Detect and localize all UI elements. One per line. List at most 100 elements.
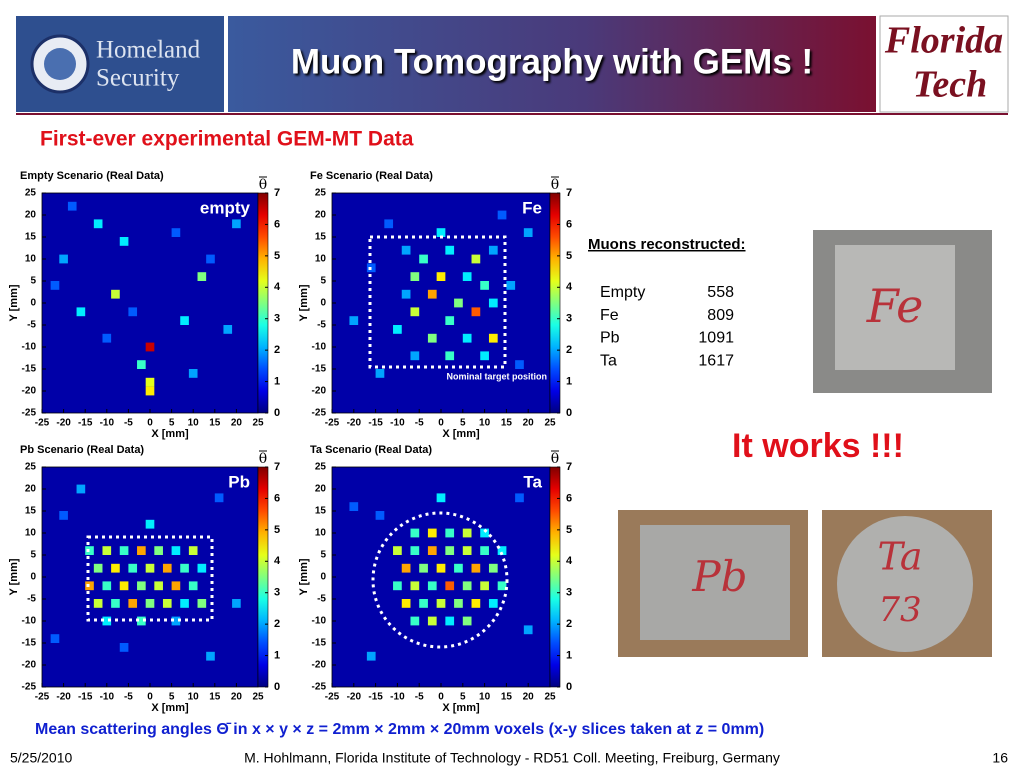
cell (111, 563, 120, 573)
x-tick-label: 10 (479, 692, 491, 703)
cell (410, 307, 420, 317)
cell (427, 616, 437, 626)
y-tick-label: -15 (312, 638, 327, 649)
colorbar-tick-label: 0 (274, 407, 280, 419)
cell (436, 599, 446, 608)
cell (50, 281, 60, 290)
colorbar-tick-label: 1 (566, 375, 572, 387)
x-axis-label: X [mm] (442, 702, 480, 714)
cell (523, 228, 533, 237)
cell (488, 563, 498, 573)
x-tick-label: -5 (415, 692, 424, 703)
cell (515, 360, 524, 369)
cell (471, 599, 481, 608)
row-name: Pb (600, 330, 620, 347)
cell (232, 599, 241, 608)
photo-disc (837, 516, 973, 652)
cell (197, 599, 207, 608)
row-count: 558 (707, 284, 734, 301)
colorbar-tick-label: 3 (566, 313, 572, 325)
x-tick-label: 5 (169, 418, 175, 429)
x-tick-label: -20 (56, 418, 71, 429)
colorbar-tick-label: 4 (566, 281, 573, 293)
cell (410, 546, 420, 555)
cell (162, 563, 172, 573)
x-tick-label: 25 (252, 418, 264, 429)
cell (188, 369, 198, 378)
colorbar-tick-label: 5 (274, 524, 280, 536)
photo-label: Fe (866, 279, 924, 333)
cell (471, 254, 481, 264)
y-tick-label: -5 (317, 594, 326, 605)
x-tick-label: -20 (56, 692, 71, 703)
cell (462, 616, 472, 626)
colorbar-tick-label: 2 (274, 618, 280, 630)
y-tick-label: -15 (22, 638, 37, 649)
x-tick-label: 15 (209, 692, 221, 703)
y-tick-label: 0 (320, 298, 326, 309)
y-tick-label: -5 (27, 594, 36, 605)
row-name: Fe (600, 307, 619, 324)
y-tick-label: 5 (320, 276, 326, 287)
cell (102, 616, 112, 626)
cell (488, 599, 498, 608)
colorbar-tick-label: 0 (566, 407, 572, 419)
cell (137, 546, 146, 555)
x-tick-label: -20 (347, 692, 362, 703)
photo-label: 73 (878, 590, 921, 630)
y-tick-label: 0 (30, 298, 36, 309)
cell (59, 511, 68, 520)
cell (401, 245, 411, 255)
plot-title: Ta Scenario (Real Data) (310, 444, 432, 456)
heatmap: Empty Scenario (Real Data) -25 -20 -15 -10 -5… (8, 170, 281, 440)
cell (119, 643, 129, 652)
cell (427, 546, 437, 555)
cell (206, 254, 215, 264)
photo-label: Pb (691, 552, 747, 601)
cell (427, 289, 437, 299)
heatmap: Fe Scenario (Real Data) -25 -20 -15 -10 -5 0 5 1… (298, 170, 573, 440)
cell (223, 325, 233, 334)
footer-date: 5/25/2010 (10, 750, 72, 766)
cell (427, 581, 437, 591)
cell (393, 325, 402, 334)
cell (419, 563, 428, 573)
cell (154, 581, 163, 591)
cell (445, 316, 455, 325)
y-tick-label: 15 (315, 506, 327, 517)
plot-background (332, 467, 550, 687)
x-tick-label: -10 (390, 418, 405, 429)
cell (410, 351, 420, 361)
colorbar-tick-label: 0 (274, 681, 280, 693)
plot-background (42, 193, 258, 413)
row-count: 1091 (698, 330, 734, 347)
x-tick-label: -10 (390, 692, 405, 703)
x-tick-label: 10 (188, 418, 200, 429)
colorbar-tick-label: 1 (274, 649, 280, 661)
cell (427, 333, 437, 343)
y-tick-label: -15 (312, 364, 327, 375)
row-name: Empty (600, 284, 645, 301)
cell (50, 634, 60, 643)
cell (145, 386, 155, 396)
y-tick-label: -20 (312, 386, 327, 397)
colorbar-tick-label: 3 (566, 587, 572, 599)
cell (480, 528, 489, 538)
inline-label: Pb (228, 472, 250, 491)
cell (197, 563, 207, 573)
cell (171, 581, 181, 591)
y-tick-label: 25 (315, 188, 327, 199)
cell (180, 316, 189, 325)
cell (111, 599, 120, 608)
colorbar-tick-label: 1 (566, 649, 572, 661)
cell (436, 228, 446, 237)
cell (488, 333, 498, 343)
cell (523, 625, 533, 635)
colorbar-tick-label: 6 (566, 492, 572, 504)
muon-table: Empty 558 Fe 809 Pb 1091 Ta 1617 (600, 284, 734, 369)
cell (349, 502, 359, 511)
cell (515, 493, 524, 503)
cell (497, 546, 507, 555)
colorbar-tick-label: 2 (566, 344, 572, 356)
